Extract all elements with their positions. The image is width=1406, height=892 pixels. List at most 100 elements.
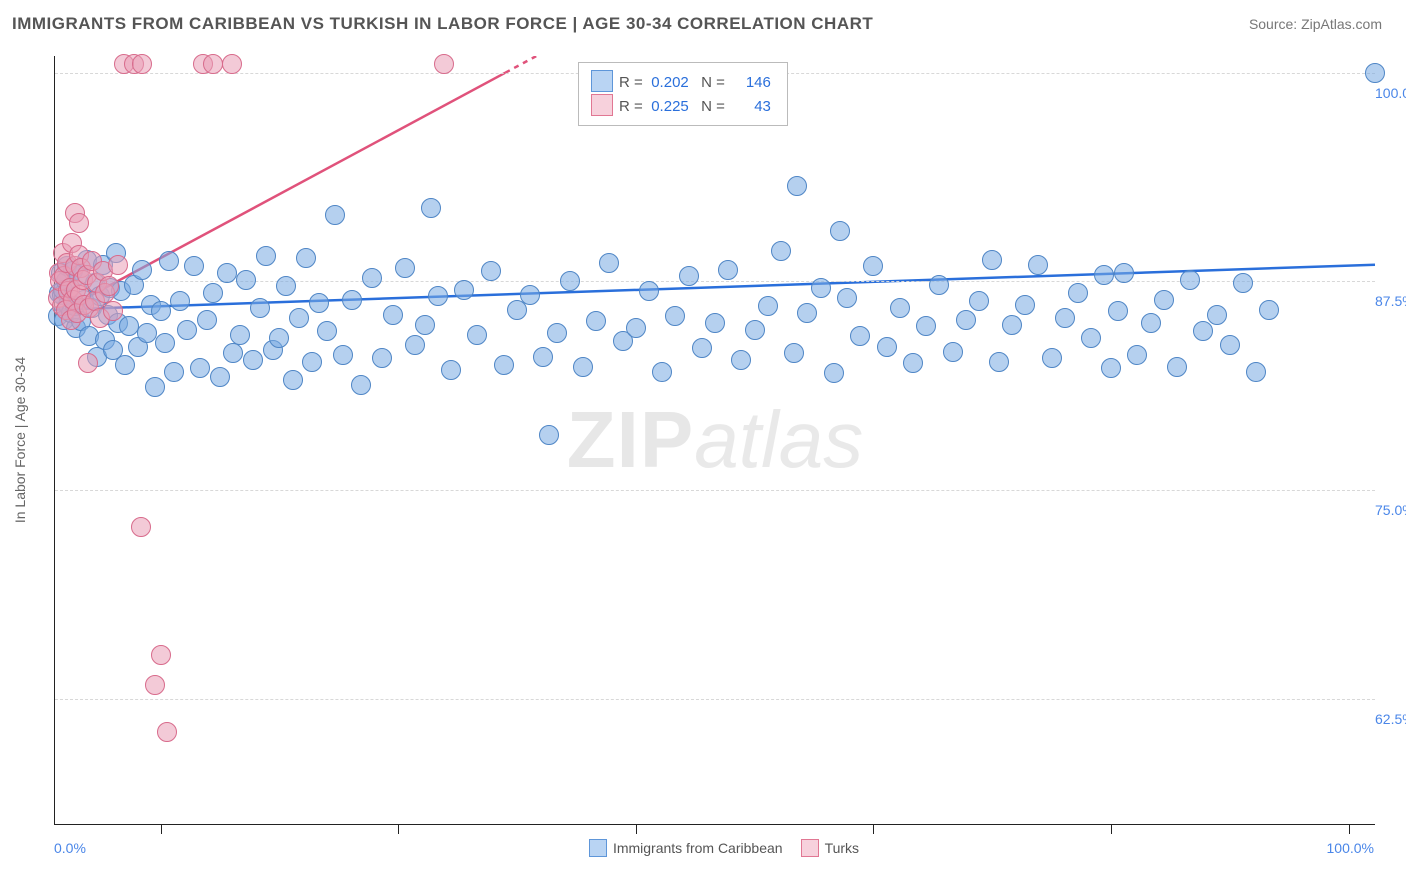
stats-legend-row: R = 0.202 N = 146 <box>591 71 775 93</box>
data-point <box>560 271 580 291</box>
data-point <box>78 353 98 373</box>
data-point <box>1002 315 1022 335</box>
data-point <box>434 54 454 74</box>
data-point <box>824 363 844 383</box>
data-point <box>333 345 353 365</box>
data-point <box>1094 265 1114 285</box>
data-point <box>890 298 910 318</box>
x-tick <box>1349 824 1350 834</box>
data-point <box>494 355 514 375</box>
data-point <box>317 321 337 341</box>
data-point <box>383 305 403 325</box>
data-point <box>210 367 230 387</box>
gridline <box>55 490 1375 491</box>
source-label: Source: ZipAtlas.com <box>1249 16 1382 32</box>
data-point <box>372 348 392 368</box>
data-point <box>151 645 171 665</box>
x-axis-max-label: 100.0% <box>1327 840 1374 856</box>
data-point <box>1055 308 1075 328</box>
stats-legend: R = 0.202 N = 146R = 0.225 N = 43 <box>578 62 788 126</box>
x-tick <box>161 824 162 834</box>
data-point <box>362 268 382 288</box>
data-point <box>157 722 177 742</box>
legend-n-value: 43 <box>729 98 771 115</box>
data-point <box>573 357 593 377</box>
y-tick-label: 100.0% <box>1375 85 1406 101</box>
x-tick <box>1111 824 1112 834</box>
legend-swatch <box>591 94 613 116</box>
data-point <box>155 333 175 353</box>
x-axis-labels: 0.0% 100.0% <box>54 840 1374 860</box>
data-point <box>586 311 606 331</box>
data-point <box>217 263 237 283</box>
data-point <box>203 54 223 74</box>
x-tick <box>398 824 399 834</box>
data-point <box>1233 273 1253 293</box>
data-point <box>342 290 362 310</box>
data-point <box>115 355 135 375</box>
data-point <box>302 352 322 372</box>
data-point <box>197 310 217 330</box>
data-point <box>652 362 672 382</box>
data-point <box>108 255 128 275</box>
legend-r-value: 0.225 <box>647 98 689 115</box>
data-point <box>1365 63 1385 83</box>
data-point <box>1193 321 1213 341</box>
data-point <box>692 338 712 358</box>
chart-title: IMMIGRANTS FROM CARIBBEAN VS TURKISH IN … <box>12 14 873 34</box>
data-point <box>1154 290 1174 310</box>
data-point <box>132 54 152 74</box>
data-point <box>223 343 243 363</box>
data-point <box>877 337 897 357</box>
data-point <box>164 362 184 382</box>
gridline <box>55 699 1375 700</box>
data-point <box>283 370 303 390</box>
data-point <box>269 328 289 348</box>
data-point <box>745 320 765 340</box>
y-tick-label: 87.5% <box>1375 293 1406 309</box>
data-point <box>1220 335 1240 355</box>
data-point <box>1068 283 1088 303</box>
data-point <box>351 375 371 395</box>
data-point <box>1101 358 1121 378</box>
data-point <box>1127 345 1147 365</box>
data-point <box>731 350 751 370</box>
data-point <box>837 288 857 308</box>
data-point <box>1141 313 1161 333</box>
data-point <box>539 425 559 445</box>
data-point <box>903 353 923 373</box>
data-point <box>1042 348 1062 368</box>
data-point <box>159 251 179 271</box>
data-point <box>771 241 791 261</box>
data-point <box>547 323 567 343</box>
data-point <box>276 276 296 296</box>
data-point <box>679 266 699 286</box>
y-tick-label: 62.5% <box>1375 711 1406 727</box>
data-point <box>151 301 171 321</box>
data-point <box>69 213 89 233</box>
data-point <box>1114 263 1134 283</box>
data-point <box>1081 328 1101 348</box>
data-point <box>289 308 309 328</box>
data-point <box>236 270 256 290</box>
data-point <box>811 278 831 298</box>
data-point <box>177 320 197 340</box>
data-point <box>203 283 223 303</box>
data-point <box>1108 301 1128 321</box>
data-point <box>626 318 646 338</box>
data-point <box>405 335 425 355</box>
data-point <box>982 250 1002 270</box>
stats-legend-row: R = 0.225 N = 43 <box>591 95 775 117</box>
data-point <box>787 176 807 196</box>
data-point <box>230 325 250 345</box>
data-point <box>533 347 553 367</box>
data-point <box>415 315 435 335</box>
data-point <box>929 275 949 295</box>
data-point <box>395 258 415 278</box>
data-point <box>441 360 461 380</box>
plot-area: ZIPatlas 100.0%87.5%75.0%62.5%R = 0.202 … <box>54 56 1375 825</box>
data-point <box>309 293 329 313</box>
data-point <box>1180 270 1200 290</box>
legend-swatch <box>591 70 613 92</box>
data-point <box>863 256 883 276</box>
